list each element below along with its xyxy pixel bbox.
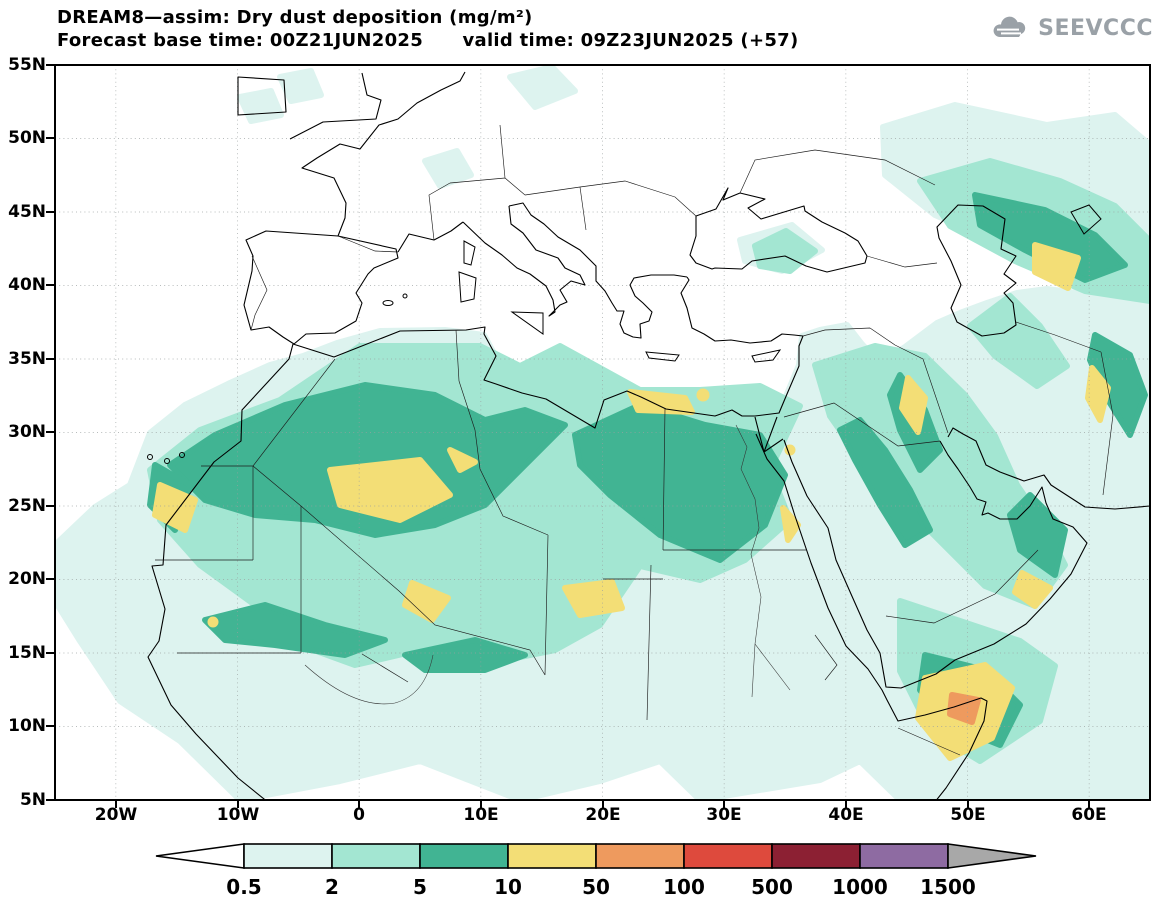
lon-label: 20W [94, 805, 138, 825]
dust-contours [55, 65, 1150, 800]
legend-tick-label: 1000 [832, 875, 888, 899]
legend-swatch [859, 843, 949, 869]
lat-label: 35N [8, 349, 46, 369]
axis-tick [46, 64, 55, 66]
lat-label: 10N [8, 716, 46, 736]
axis-tick [46, 799, 55, 801]
axis-tick [967, 800, 969, 808]
color-scale-legend: 0.5 2 5 10 50 100 500 1000 1500 [152, 842, 1048, 900]
legend-tick-label: 5 [413, 875, 427, 899]
legend-swatch [419, 843, 509, 869]
axis-tick [358, 800, 360, 808]
graticule [55, 65, 1150, 800]
rivers [304, 424, 791, 705]
logo-text: SEEVCCC [1038, 15, 1153, 41]
page-title: DREAM8—assim: Dry dust deposition (mg/m²… [57, 7, 533, 28]
legend-tick-label: 1500 [920, 875, 976, 899]
legend-tick-label: 2 [325, 875, 339, 899]
lat-label: 45N [8, 202, 46, 222]
legend-swatch [507, 843, 597, 869]
axis-tick [46, 284, 55, 286]
lat-label: 5N [19, 790, 46, 810]
axis-tick [46, 431, 55, 433]
legend-swatch [243, 843, 333, 869]
axis-tick [237, 800, 239, 808]
lat-label: 15N [8, 643, 46, 663]
legend-arrow-below [155, 843, 245, 869]
axis-tick [46, 578, 55, 580]
legend-swatch [771, 843, 861, 869]
axis-tick [46, 725, 55, 727]
forecast-map [54, 64, 1151, 801]
axis-tick [723, 800, 725, 808]
axis-tick [46, 358, 55, 360]
axis-tick [46, 652, 55, 654]
axis-tick [46, 211, 55, 213]
legend-tick-label: 10 [494, 875, 522, 899]
seevccc-logo: SEEVCCC [989, 14, 1153, 42]
lat-label: 30N [8, 422, 46, 442]
legend-tick-label: 0.5 [226, 875, 261, 899]
country-borders [155, 124, 1114, 756]
legend-swatch [595, 843, 685, 869]
lat-label: 55N [8, 55, 46, 75]
lon-label: 20E [585, 805, 621, 825]
axis-tick [480, 800, 482, 808]
lon-label: 50E [950, 805, 986, 825]
axis-tick [602, 800, 604, 808]
legend-arrow-above [947, 843, 1037, 869]
lon-label: 40E [828, 805, 864, 825]
lon-label: 0 [353, 805, 365, 825]
lat-label: 20N [8, 569, 46, 589]
legend-swatch [331, 843, 421, 869]
lon-label: 10W [216, 805, 260, 825]
legend-tick-label: 50 [582, 875, 610, 899]
lon-label: 60E [1071, 805, 1107, 825]
lon-label: 10E [463, 805, 499, 825]
page-subtitle: Forecast base time: 00Z21JUN2025 valid t… [57, 30, 799, 51]
lat-label: 40N [8, 275, 46, 295]
axis-tick [46, 505, 55, 507]
legend-swatch [683, 843, 773, 869]
axis-tick [1088, 800, 1090, 808]
axis-tick [46, 137, 55, 139]
legend-tick-label: 100 [663, 875, 705, 899]
lat-label: 25N [8, 496, 46, 516]
axis-tick [845, 800, 847, 808]
axis-tick [115, 800, 117, 808]
lat-label: 50N [8, 128, 46, 148]
lon-label: 30E [706, 805, 742, 825]
cloud-icon [993, 16, 1026, 38]
legend-tick-label: 500 [751, 875, 793, 899]
